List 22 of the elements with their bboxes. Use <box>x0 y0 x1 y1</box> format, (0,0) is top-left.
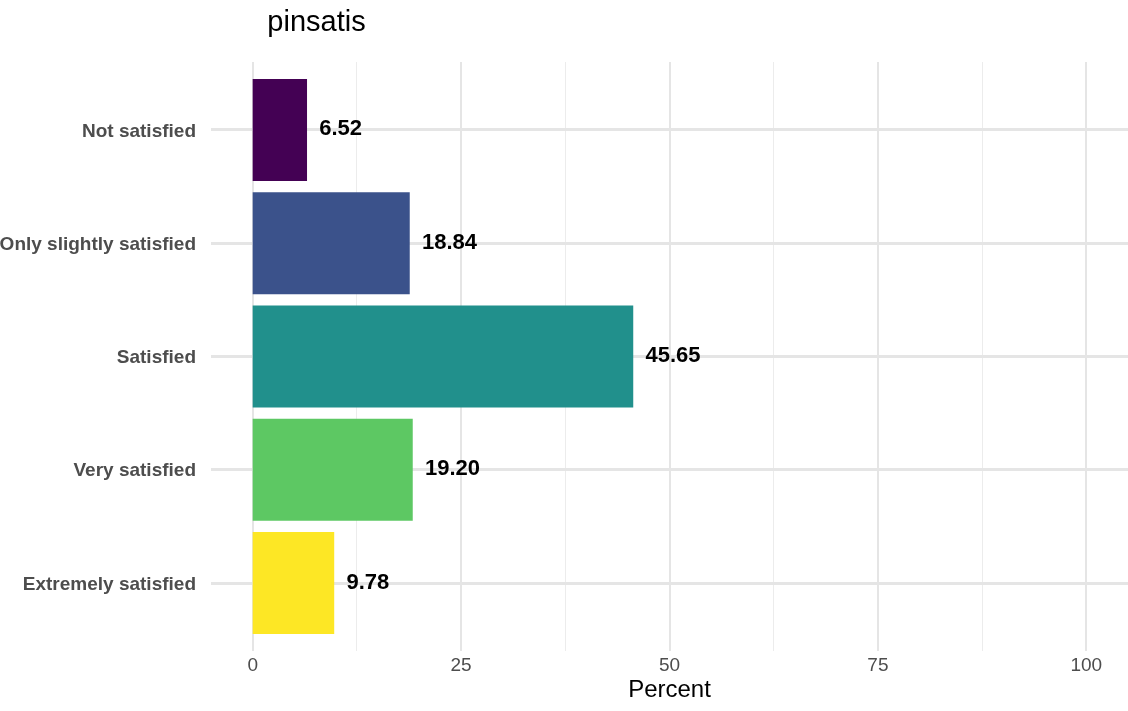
y-tick-label: Extremely satisfied <box>22 572 196 594</box>
x-tick-label: 100 <box>1070 654 1103 675</box>
y-tick-label: Very satisfied <box>73 459 196 481</box>
bar <box>252 418 413 521</box>
chart-title: pinsatis <box>267 4 366 37</box>
y-tick-label: Only slightly satisfied <box>0 232 196 254</box>
bar <box>252 532 335 635</box>
data-label: 19.20 <box>424 455 481 481</box>
bar <box>252 305 634 408</box>
data-label: 45.65 <box>645 342 701 367</box>
x-tick-label: 25 <box>450 654 472 675</box>
data-label: 18.84 <box>421 228 478 254</box>
data-label: 9.78 <box>346 568 390 594</box>
bar <box>252 192 410 295</box>
x-tick-label: 75 <box>867 654 889 675</box>
y-tick-label: Satisfied <box>116 346 196 368</box>
x-tick-label: 50 <box>658 654 681 675</box>
data-label: 6.52 <box>319 115 363 141</box>
x-axis-title: Percent <box>628 675 712 703</box>
y-tick-label: Not satisfied <box>81 119 196 141</box>
x-tick-label: 0 <box>247 654 258 675</box>
bar <box>252 78 308 181</box>
